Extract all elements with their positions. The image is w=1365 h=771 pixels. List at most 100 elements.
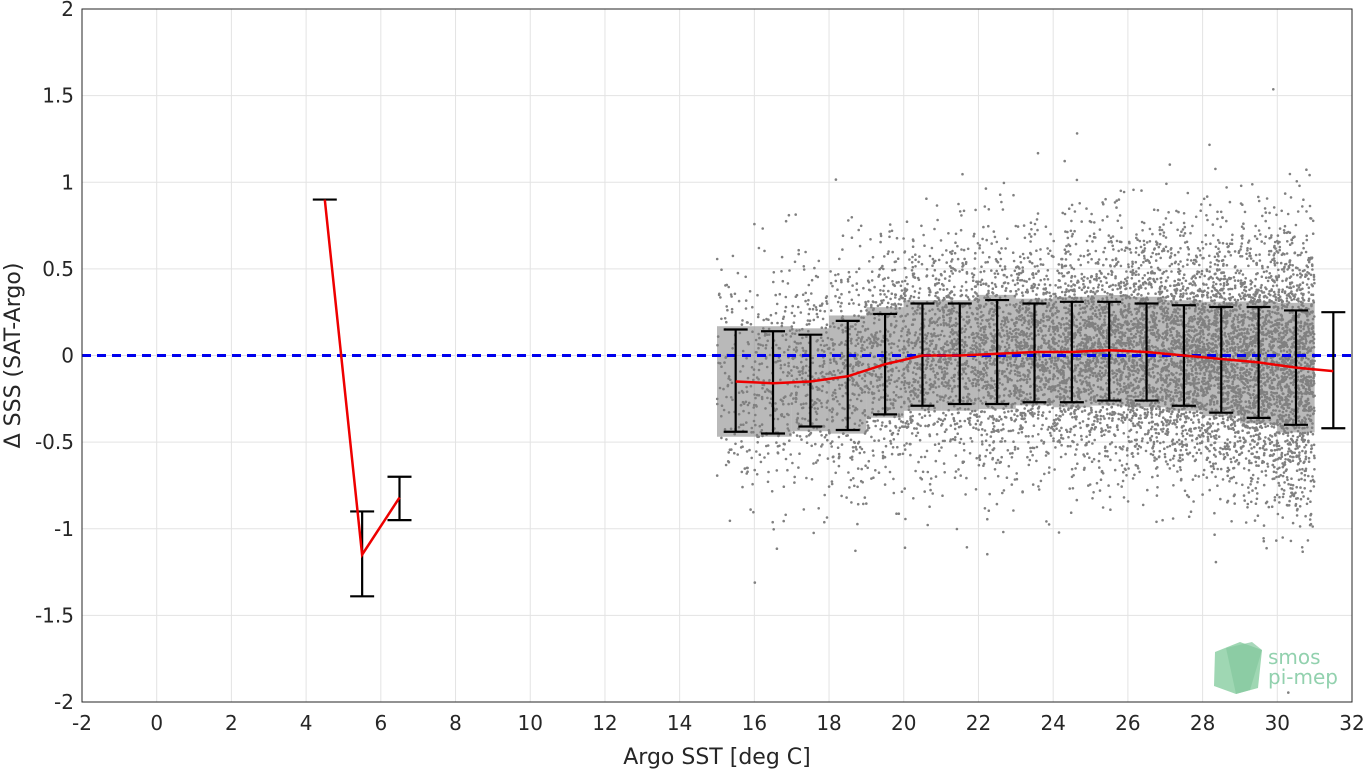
scatter-point (883, 483, 887, 486)
scatter-point (909, 453, 912, 457)
scatter-point (740, 440, 743, 443)
scatter-point (1006, 449, 1010, 452)
scatter-point (1117, 198, 1121, 201)
scatter-point (1113, 265, 1116, 268)
scatter-point (1030, 411, 1034, 414)
scatter-point (915, 427, 918, 430)
scatter-point (791, 304, 794, 308)
scatter-point (894, 296, 897, 299)
scatter-point (961, 265, 964, 268)
scatter-point (1146, 441, 1149, 445)
scatter-point (820, 434, 823, 437)
scatter-point (992, 230, 996, 233)
scatter-point (1150, 285, 1153, 289)
scatter-point (740, 470, 744, 474)
scatter-point (751, 482, 754, 486)
scatter-point (973, 232, 976, 236)
scatter-point (1121, 448, 1124, 451)
scatter-point (781, 279, 785, 283)
scatter-point (763, 249, 766, 253)
scatter-point (882, 299, 885, 302)
scatter-point (829, 309, 833, 312)
scatter-point (1052, 437, 1055, 440)
scatter-point (863, 496, 867, 499)
scatter-point (980, 433, 983, 437)
scatter-point (931, 274, 935, 278)
scatter-point (734, 442, 737, 446)
scatter-point (959, 437, 963, 441)
scatter-point (903, 279, 907, 283)
scatter-point (965, 270, 969, 274)
scatter-point (1064, 230, 1067, 233)
scatter-point (1068, 487, 1071, 490)
scatter-point (868, 260, 871, 263)
scatter-point (1076, 443, 1079, 446)
scatter-point (989, 451, 992, 455)
scatter-point (1052, 255, 1055, 259)
scatter-point (794, 295, 798, 299)
scatter-point (983, 507, 987, 510)
scatter-point (1082, 282, 1085, 286)
scatter-point (1091, 442, 1094, 445)
scatter-point (772, 528, 775, 531)
scatter-point (1088, 456, 1091, 460)
scatter-point (1029, 240, 1032, 243)
scatter-point (1109, 236, 1113, 240)
scatter-point (767, 470, 770, 474)
scatter-point (914, 258, 917, 262)
scatter-point (850, 501, 853, 504)
scatter-point (1053, 429, 1056, 432)
scatter-point (850, 236, 854, 239)
scatter-point (1002, 181, 1006, 185)
scatter-point (863, 451, 866, 454)
scatter-point (1106, 292, 1109, 295)
scatter-point (956, 411, 960, 415)
scatter-point (715, 257, 719, 261)
scatter-point (1104, 454, 1107, 458)
scatter-point (987, 289, 990, 293)
scatter-point (990, 281, 994, 285)
scatter-point (1101, 284, 1104, 287)
scatter-point (903, 448, 907, 451)
scatter-point (1104, 449, 1107, 453)
scatter-point (947, 232, 950, 235)
scatter-point (869, 238, 872, 241)
scatter-point (1060, 272, 1063, 275)
scatter-point (1011, 429, 1015, 432)
scatter-point (825, 302, 829, 305)
scatter-point (1068, 430, 1072, 434)
scatter-point (850, 216, 854, 219)
scatter-point (1116, 428, 1120, 432)
scatter-point (971, 279, 975, 283)
scatter-point (897, 302, 900, 306)
scatter-point (949, 424, 953, 427)
scatter-point (847, 471, 850, 474)
scatter-point (900, 490, 904, 494)
scatter-point (745, 466, 749, 470)
scatter-point (988, 255, 991, 259)
scatter-point (1002, 489, 1006, 492)
scatter-point (1014, 266, 1018, 269)
scatter-point (1007, 464, 1011, 468)
scatter-point (1114, 445, 1117, 449)
scatter-point (879, 293, 882, 296)
scatter-point (807, 434, 811, 437)
scatter-point (1066, 236, 1070, 240)
scatter-point (940, 446, 943, 449)
scatter-point (924, 424, 927, 428)
scatter-point (1092, 457, 1096, 461)
scatter-point (1069, 406, 1073, 410)
scatter-point (723, 317, 727, 320)
scatter-point (1073, 210, 1077, 213)
scatter-point (834, 471, 837, 475)
scatter-point (805, 435, 808, 438)
scatter-point (1010, 274, 1013, 277)
scatter-point (1135, 246, 1138, 250)
scatter-point (740, 323, 744, 326)
scatter-point (1015, 477, 1019, 481)
scatter-point (898, 417, 901, 421)
scatter-point (984, 439, 988, 443)
scatter-point (921, 470, 925, 474)
scatter-point (957, 468, 960, 471)
